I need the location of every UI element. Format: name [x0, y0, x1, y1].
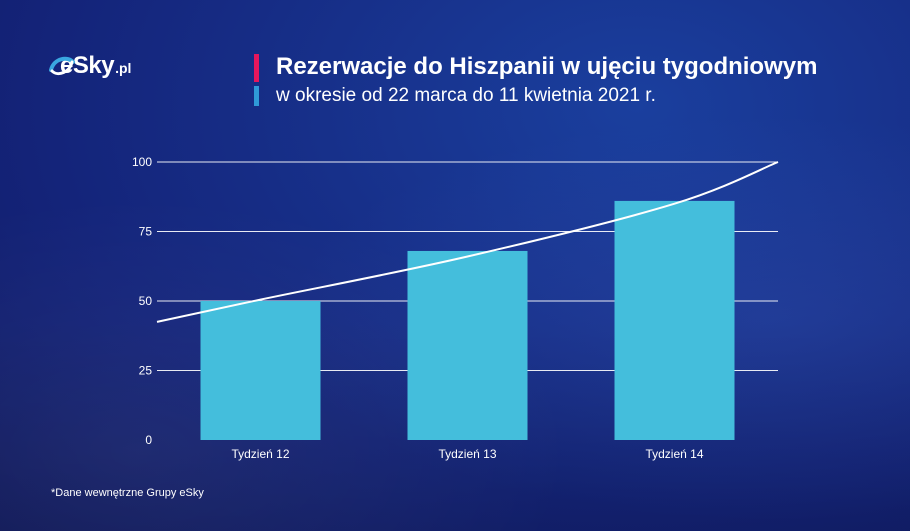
trendline: [156, 161, 779, 323]
y-tick-label: 50: [139, 294, 153, 308]
bar: [200, 301, 321, 440]
x-axis-tick-labels: Tydzień 12 Tydzień 13 Tydzień 14: [231, 447, 703, 461]
bar: [407, 250, 528, 440]
y-axis-tick-labels: 0 25 50 75 100: [132, 155, 152, 447]
x-tick-label: Tydzień 13: [438, 447, 496, 461]
y-tick-label: 75: [139, 225, 153, 239]
title-accent-blue: [254, 86, 259, 106]
chart-subtitle: w okresie od 22 marca do 11 kwietnia 202…: [276, 85, 656, 106]
title-accent-pink: [254, 54, 259, 82]
x-tick-label: Tydzień 14: [645, 447, 703, 461]
bars: [200, 200, 735, 440]
esky-logo: eSky .pl: [49, 52, 132, 80]
y-tick-label: 0: [145, 433, 152, 447]
y-tick-label: 25: [139, 364, 153, 378]
footnote: *Dane wewnętrzne Grupy eSky: [51, 487, 204, 499]
plane-swoosh-icon: [49, 56, 75, 76]
logo-domain: .pl: [115, 60, 132, 76]
trendline-layer: [156, 161, 779, 323]
logo-text: eSky: [60, 52, 115, 79]
y-tick-label: 100: [132, 155, 152, 169]
chart-title: Rezerwacje do Hiszpanii w ujęciu tygodni…: [276, 53, 818, 80]
x-tick-label: Tydzień 12: [231, 447, 289, 461]
bar: [614, 200, 735, 440]
